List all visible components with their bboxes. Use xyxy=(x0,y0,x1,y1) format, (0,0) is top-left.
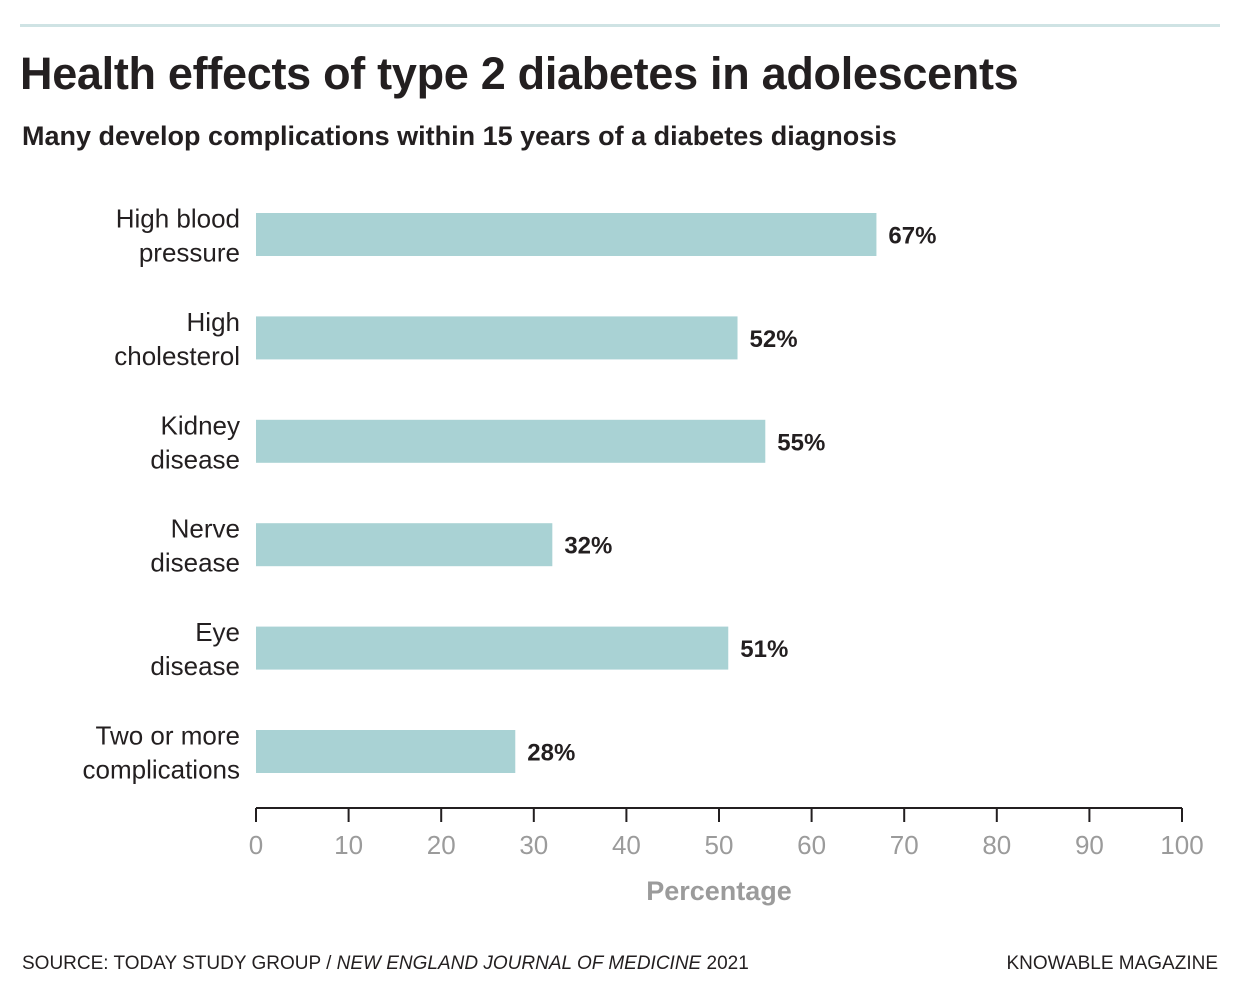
bar xyxy=(256,316,738,360)
x-tick-label: 70 xyxy=(890,830,919,860)
category-label: Nerve disease xyxy=(150,514,240,578)
publisher-credit: KNOWABLE MAGAZINE xyxy=(1006,953,1219,974)
x-tick-label: 60 xyxy=(797,830,826,860)
source-year: 2021 xyxy=(701,953,749,974)
source-prefix: SOURCE: TODAY STUDY GROUP / xyxy=(22,953,337,974)
bar xyxy=(256,626,729,670)
category-label: High cholesterol xyxy=(114,307,240,371)
x-tick-label: 90 xyxy=(1075,830,1104,860)
x-tick-label: 0 xyxy=(249,830,263,860)
x-tick-label: 50 xyxy=(705,830,734,860)
category-label: Two or more complications xyxy=(82,721,240,785)
x-tick-label: 20 xyxy=(427,830,456,860)
bar xyxy=(256,213,877,256)
bars-layer: 67% High blood pressure 52% High cholesterol 5… xyxy=(82,204,936,785)
category-label: Eye disease xyxy=(150,617,240,681)
x-tick-label: 10 xyxy=(334,830,363,860)
bar xyxy=(256,730,516,773)
bar-value-label: 32% xyxy=(564,533,612,560)
x-tick-label: 40 xyxy=(612,830,641,860)
bar-chart: 67% High blood pressure 52% High cholesterol 5… xyxy=(82,204,1204,907)
x-axis-title: Percentage xyxy=(646,876,792,906)
x-tick-label: 80 xyxy=(982,830,1011,860)
top-rule xyxy=(20,24,1220,27)
source-journal: NEW ENGLAND JOURNAL OF MEDICINE xyxy=(336,953,702,974)
bar-value-label: 55% xyxy=(777,429,825,456)
bar xyxy=(256,419,766,463)
x-axis: 0 10 20 30 40 50 60 70 80 90 100 Percentage xyxy=(249,807,1204,906)
chart-subtitle: Many develop complications within 15 yea… xyxy=(22,121,897,151)
category-label: Kidney disease xyxy=(150,410,240,474)
bar-value-label: 51% xyxy=(740,636,788,663)
bar-value-label: 67% xyxy=(888,223,936,250)
chart-title: Health effects of type 2 diabetes in ado… xyxy=(20,48,1019,99)
bar xyxy=(256,523,553,567)
bar-value-label: 52% xyxy=(750,326,798,353)
category-label: High blood pressure xyxy=(116,204,240,268)
x-tick-label: 100 xyxy=(1160,830,1203,860)
bar-value-label: 28% xyxy=(527,740,575,767)
x-tick-label: 30 xyxy=(519,830,548,860)
source-note: SOURCE: TODAY STUDY GROUP / NEW ENGLAND … xyxy=(22,953,749,975)
